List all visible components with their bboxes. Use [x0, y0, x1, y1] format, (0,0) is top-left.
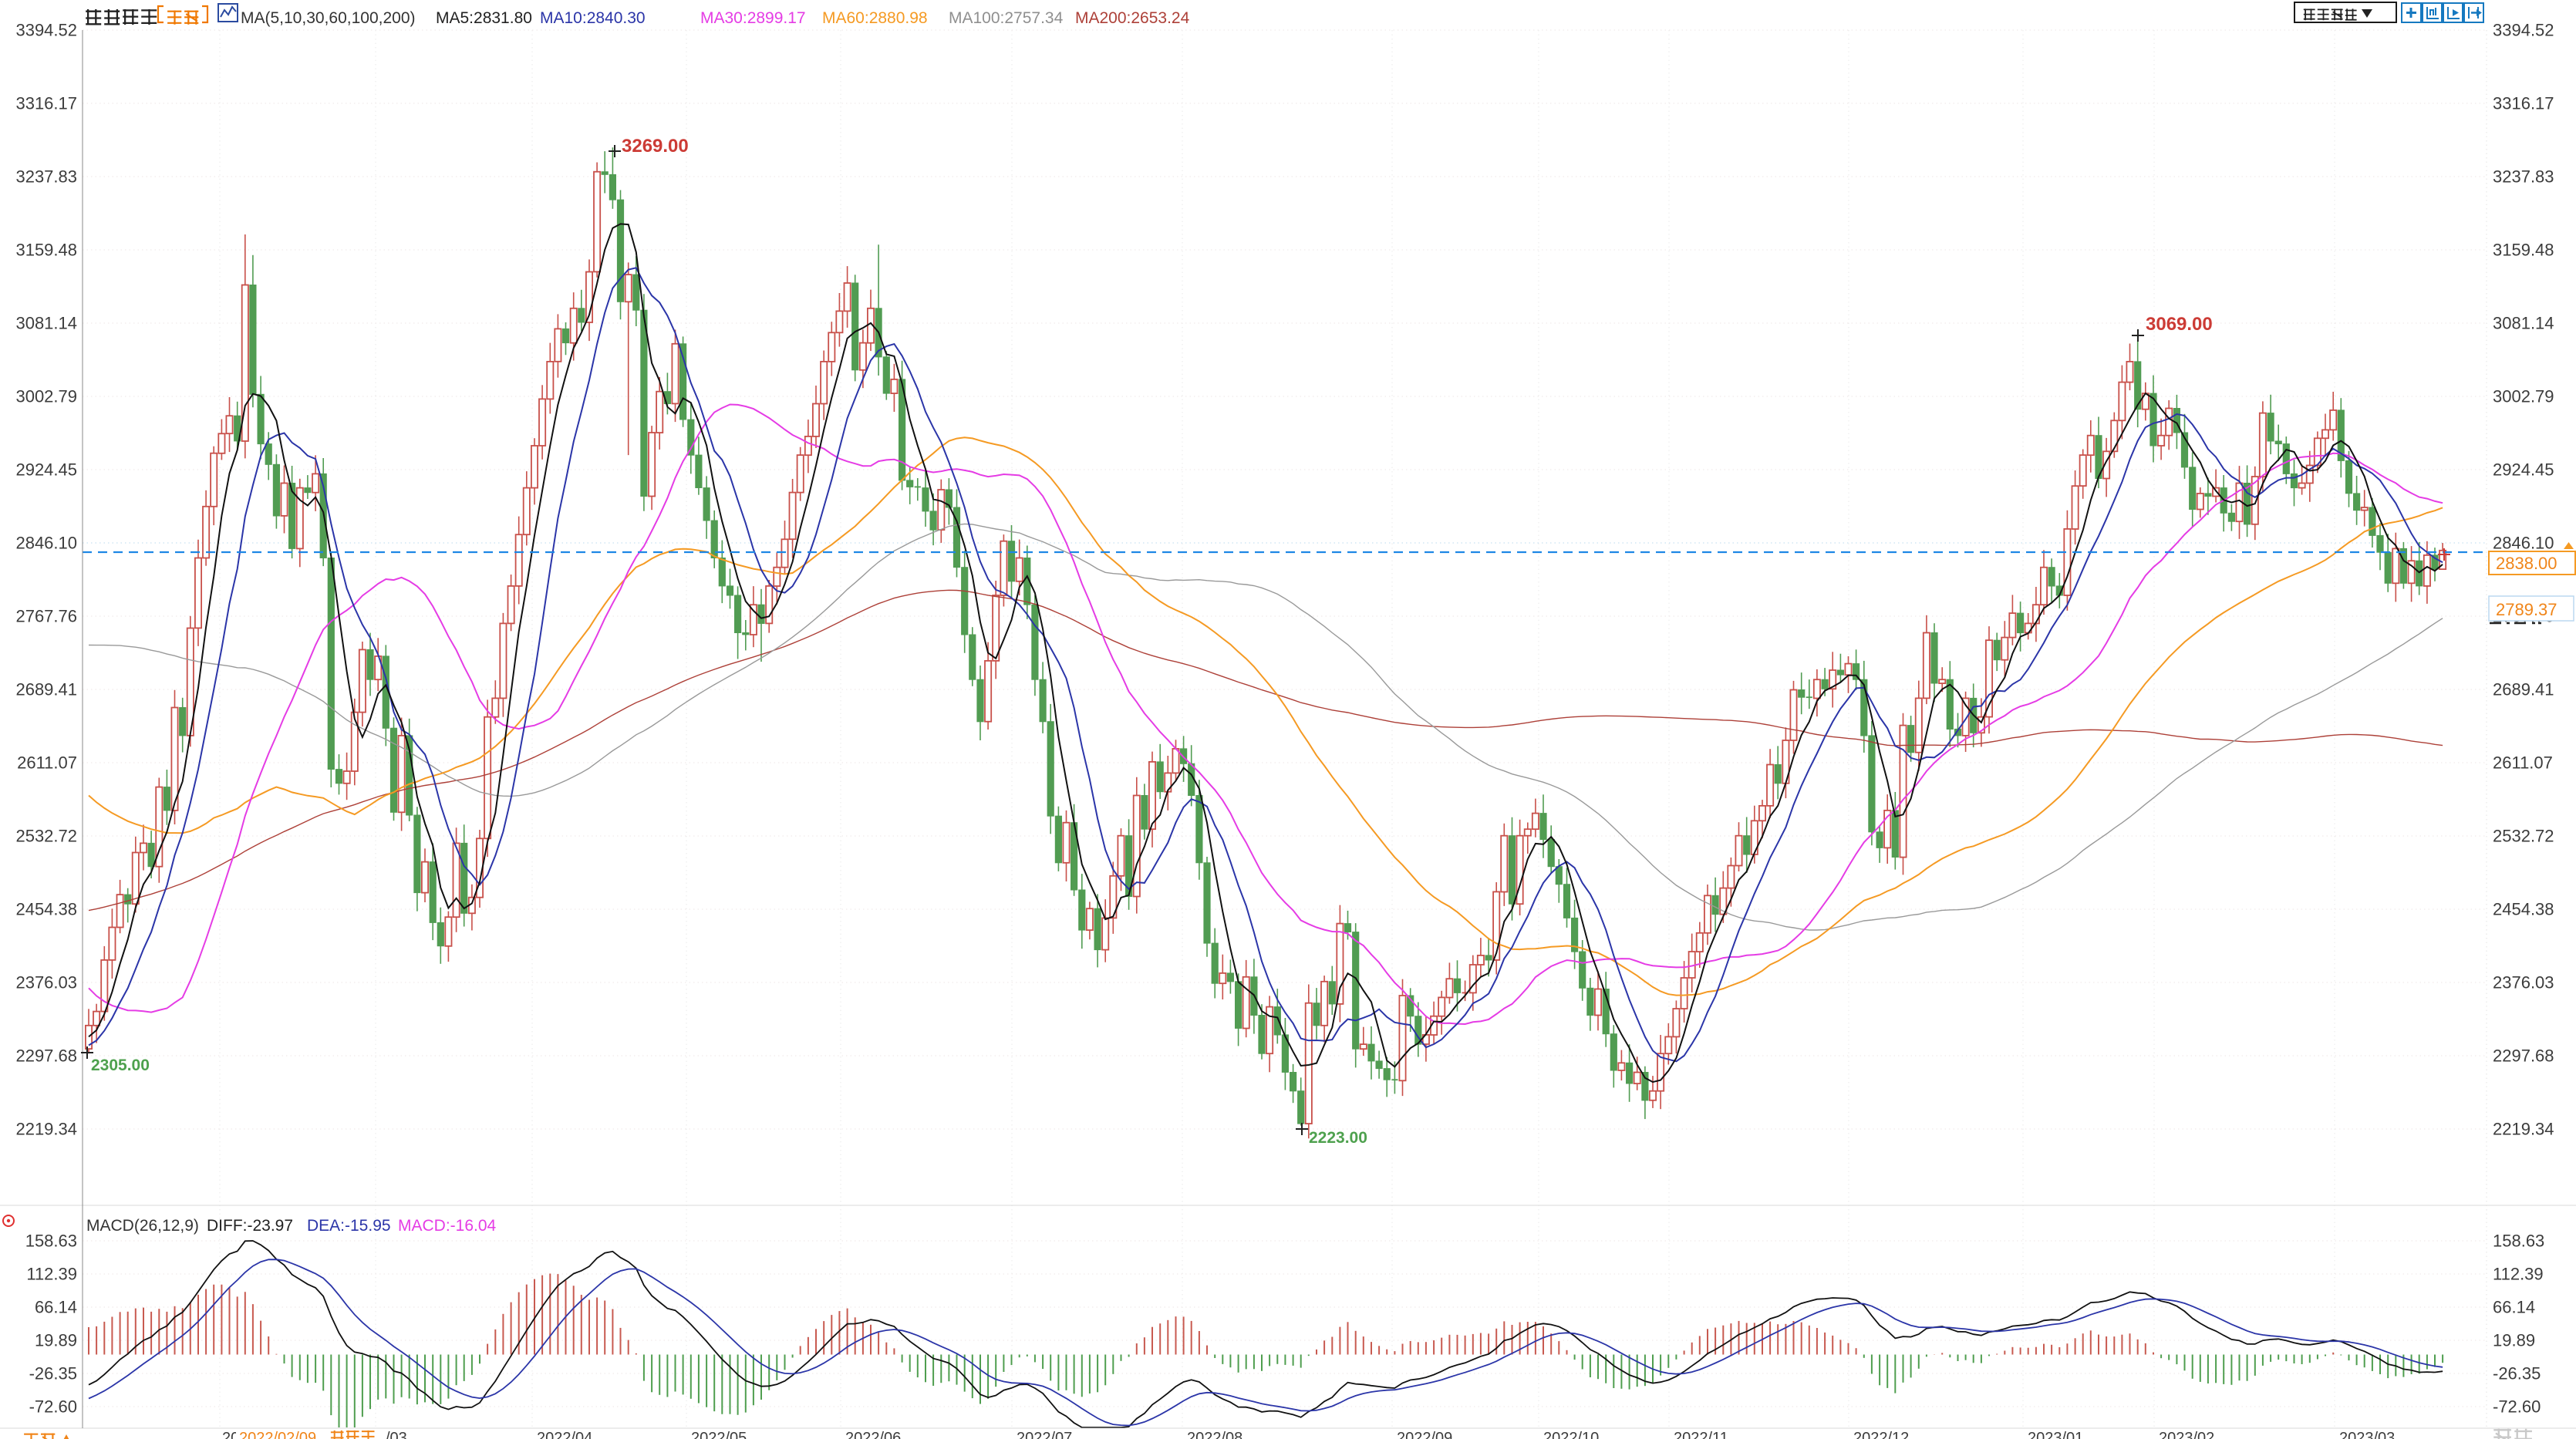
svg-text:2689.41: 2689.41 — [15, 680, 77, 699]
svg-text:MACD:-16.04: MACD:-16.04 — [398, 1217, 497, 1235]
svg-text:3394.52: 3394.52 — [15, 21, 77, 40]
svg-text:MA100:2757.34: MA100:2757.34 — [949, 9, 1064, 27]
svg-text:158.63: 158.63 — [25, 1232, 77, 1251]
svg-text:66.14: 66.14 — [35, 1298, 77, 1317]
svg-text:2838.00: 2838.00 — [2496, 554, 2557, 573]
svg-text:2022/06: 2022/06 — [845, 1430, 901, 1439]
svg-text:2454.38: 2454.38 — [15, 900, 77, 919]
svg-text:2376.03: 2376.03 — [2493, 973, 2554, 992]
svg-text:2022/10: 2022/10 — [1543, 1430, 1599, 1439]
svg-text:66.14: 66.14 — [2493, 1298, 2535, 1317]
svg-text:MA(5,10,30,60,100,200): MA(5,10,30,60,100,200) — [241, 9, 416, 27]
svg-text:2022/05: 2022/05 — [691, 1430, 747, 1439]
svg-text:2022/07: 2022/07 — [1017, 1430, 1072, 1439]
svg-text:DIFF:-23.97: DIFF:-23.97 — [207, 1217, 293, 1235]
svg-text:3069.00: 3069.00 — [2146, 314, 2213, 335]
svg-text:2022/11: 2022/11 — [1674, 1430, 1728, 1439]
svg-text:19.89: 19.89 — [2493, 1331, 2535, 1350]
svg-text:MACD(26,12,9): MACD(26,12,9) — [86, 1217, 199, 1235]
svg-text:MA5:2831.80: MA5:2831.80 — [436, 9, 532, 27]
svg-text:2023/01: 2023/01 — [2028, 1430, 2083, 1439]
svg-text:2022/12: 2022/12 — [1853, 1430, 1909, 1439]
svg-text:2532.72: 2532.72 — [2493, 827, 2554, 846]
svg-text:112.39: 112.39 — [2493, 1265, 2544, 1284]
svg-text:2297.68: 2297.68 — [2493, 1046, 2554, 1066]
svg-text:2846.10: 2846.10 — [15, 534, 77, 553]
svg-text:3237.83: 3237.83 — [2493, 167, 2554, 187]
svg-text:2689.41: 2689.41 — [2493, 680, 2554, 699]
svg-text:MA10:2840.30: MA10:2840.30 — [540, 9, 646, 27]
svg-text:3159.48: 3159.48 — [2493, 241, 2554, 260]
svg-text:2376.03: 2376.03 — [15, 973, 77, 992]
svg-text:2611.07: 2611.07 — [17, 753, 77, 773]
svg-text:DEA:-15.95: DEA:-15.95 — [307, 1217, 391, 1235]
svg-text:-72.60: -72.60 — [2493, 1397, 2541, 1417]
svg-text:/03: /03 — [386, 1430, 407, 1439]
svg-text:2022/09: 2022/09 — [1397, 1430, 1452, 1439]
svg-text:3081.14: 3081.14 — [15, 314, 77, 333]
svg-text:2767.76: 2767.76 — [15, 607, 77, 626]
svg-text:19.89: 19.89 — [35, 1331, 77, 1350]
svg-text:2924.45: 2924.45 — [2493, 460, 2554, 480]
svg-text:MA30:2899.17: MA30:2899.17 — [700, 9, 806, 27]
svg-text:2846.10: 2846.10 — [2493, 534, 2554, 553]
svg-text:2223.00: 2223.00 — [1309, 1129, 1367, 1147]
svg-text:3081.14: 3081.14 — [2493, 314, 2554, 333]
svg-text:MA200:2653.24: MA200:2653.24 — [1075, 9, 1190, 27]
svg-text:2454.38: 2454.38 — [2493, 900, 2554, 919]
svg-text:2532.72: 2532.72 — [15, 827, 77, 846]
svg-text:2305.00: 2305.00 — [91, 1057, 150, 1074]
svg-text:2023/02: 2023/02 — [2159, 1430, 2214, 1439]
svg-text:3159.48: 3159.48 — [15, 241, 77, 260]
svg-text:2219.34: 2219.34 — [2493, 1120, 2554, 1139]
svg-text:2022/02/09: 2022/02/09 — [239, 1430, 316, 1439]
svg-text:3237.83: 3237.83 — [15, 167, 77, 187]
svg-text:-26.35: -26.35 — [2493, 1364, 2541, 1383]
svg-text:3002.79: 3002.79 — [15, 387, 77, 406]
svg-text:112.39: 112.39 — [26, 1265, 77, 1284]
svg-text:3316.17: 3316.17 — [15, 94, 77, 113]
svg-text:2023/03: 2023/03 — [2339, 1430, 2395, 1439]
svg-text:158.63: 158.63 — [2493, 1232, 2544, 1251]
svg-text:3269.00: 3269.00 — [622, 136, 689, 157]
svg-text:MA60:2880.98: MA60:2880.98 — [822, 9, 928, 27]
svg-text:-72.60: -72.60 — [29, 1397, 77, 1417]
svg-text:3394.52: 3394.52 — [2493, 21, 2554, 40]
svg-text:-26.35: -26.35 — [29, 1364, 77, 1383]
svg-text:2297.68: 2297.68 — [15, 1046, 77, 1066]
svg-text:2789.37: 2789.37 — [2496, 600, 2557, 619]
svg-text:3002.79: 3002.79 — [2493, 387, 2554, 406]
svg-text:2022/04: 2022/04 — [537, 1430, 592, 1439]
svg-text:3316.17: 3316.17 — [2493, 94, 2554, 113]
svg-text:2611.07: 2611.07 — [2493, 753, 2553, 773]
svg-text:2022/08: 2022/08 — [1187, 1430, 1242, 1439]
svg-text:2219.34: 2219.34 — [15, 1120, 77, 1139]
svg-text:2924.45: 2924.45 — [15, 460, 77, 480]
